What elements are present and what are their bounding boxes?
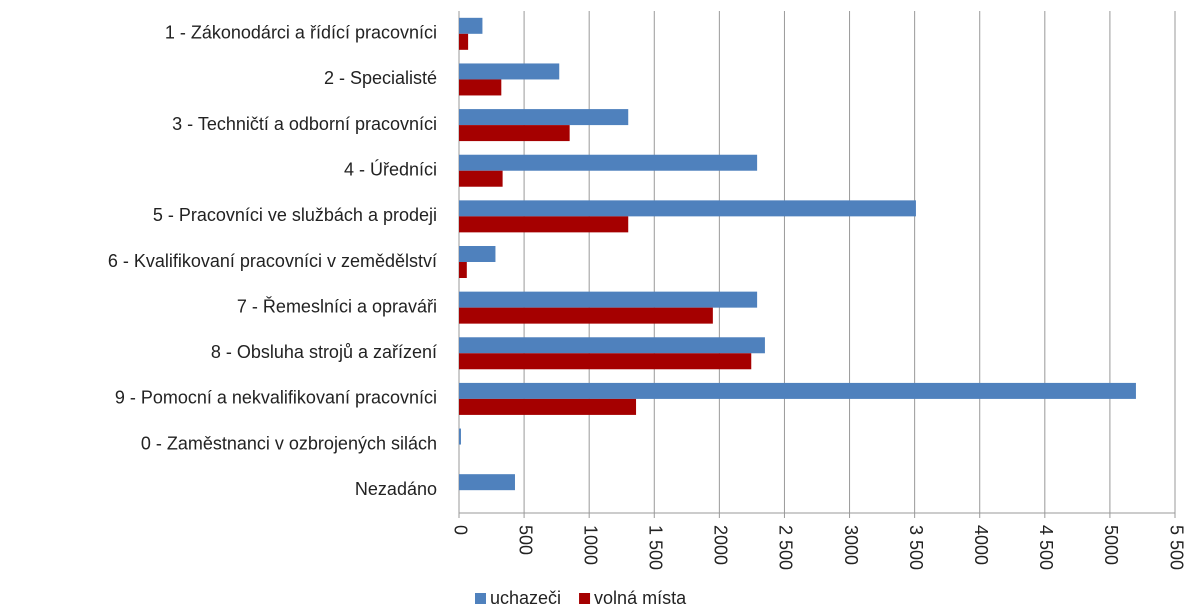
bar [459, 246, 496, 262]
bar [459, 125, 570, 142]
y-tick-label: 7 - Řemeslníci a opraváři [237, 296, 437, 316]
bar [459, 353, 752, 370]
bar [459, 17, 483, 34]
x-tick-label: 3 500 [906, 525, 926, 570]
y-tick-label: 1 - Zákonodárci a řídící pracovníci [165, 23, 437, 43]
x-tick-label: 3000 [841, 525, 861, 565]
x-tick-label: 1000 [580, 525, 600, 565]
x-tick-label: 2 500 [776, 525, 796, 570]
x-tick-label: 4 500 [1036, 525, 1056, 570]
bar [459, 154, 758, 171]
bar [459, 200, 916, 217]
bar [459, 382, 1136, 399]
bar [459, 262, 467, 278]
legend-swatch [579, 593, 591, 604]
bar [459, 170, 503, 187]
bar [459, 109, 629, 126]
x-tick-label: 5 500 [1166, 525, 1186, 570]
bar [459, 63, 560, 80]
x-tick-label: 500 [515, 525, 535, 555]
bar [459, 428, 461, 445]
y-tick-label: 3 - Techničtí a odborní pracovníci [172, 114, 437, 134]
y-tick-label: 0 - Zaměstnanci v ozbrojených silách [141, 433, 437, 453]
y-tick-label: 5 - Pracovníci ve službách a prodeji [153, 205, 437, 225]
bar [459, 79, 502, 96]
y-tick-label: 9 - Pomocní a nekvalifikovaní pracovníci [115, 388, 437, 408]
x-tick-label: 5000 [1101, 525, 1121, 565]
y-tick-label: 2 - Specialisté [324, 68, 437, 88]
bar [459, 398, 637, 415]
x-tick-label: 2000 [711, 525, 731, 565]
legend-label: uchazeči [490, 588, 561, 608]
y-tick-label: 4 - Úředníci [344, 158, 437, 179]
x-tick-label: 1 500 [646, 525, 666, 570]
x-tick-label: 0 [450, 525, 470, 535]
bar [459, 307, 713, 324]
legend-swatch [475, 593, 486, 604]
bar [459, 33, 469, 50]
bar [459, 291, 758, 308]
bar [459, 474, 515, 491]
bar [459, 216, 629, 233]
legend-label: volná místa [594, 588, 687, 608]
y-tick-label: Nezadáno [355, 479, 437, 499]
x-tick-label: 4000 [971, 525, 991, 565]
y-tick-label: 8 - Obsluha strojů a zařízení [211, 342, 437, 362]
bar [459, 337, 765, 354]
y-tick-label: 6 - Kvalifikovaní pracovníci v zemědělst… [108, 251, 437, 271]
